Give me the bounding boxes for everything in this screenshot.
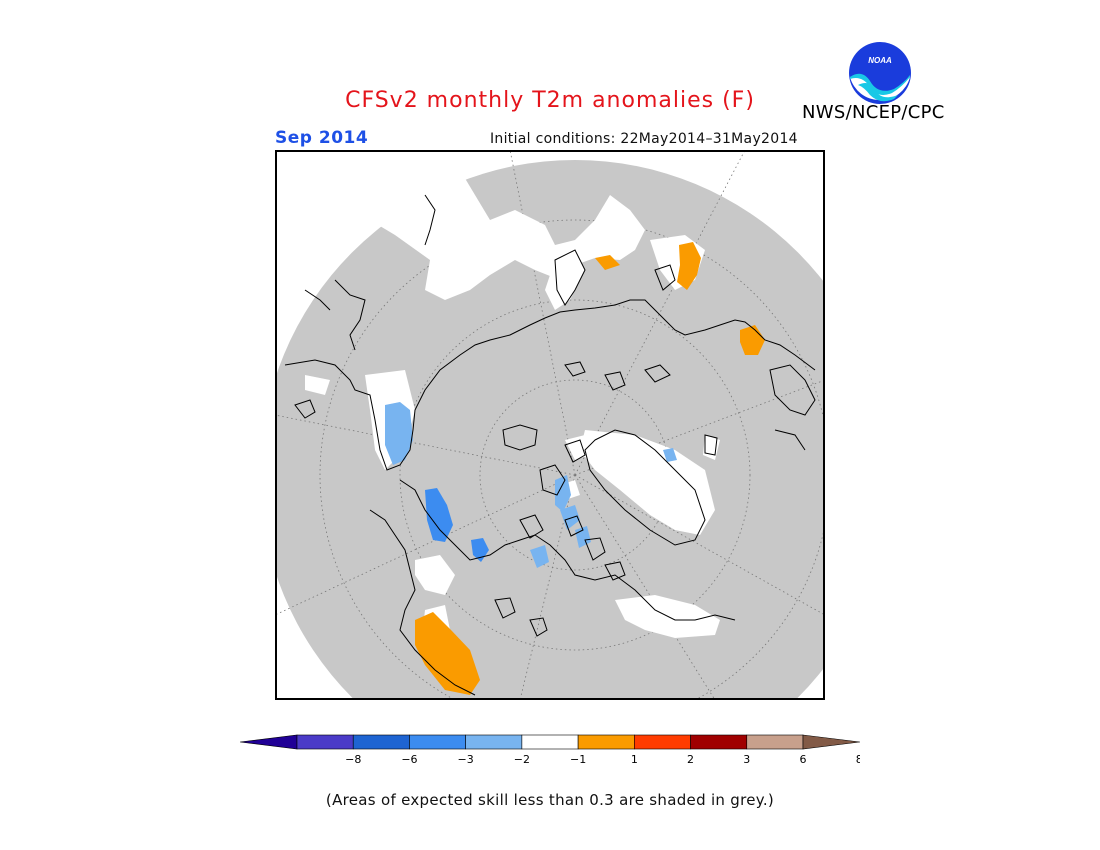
colorbar-cell xyxy=(465,734,523,750)
noaa-logo-text: NOAA xyxy=(868,56,892,65)
colorbar-tick-label: 1 xyxy=(631,753,638,766)
noaa-logo: NOAA xyxy=(849,42,911,104)
colorbar-cell xyxy=(746,734,804,750)
warm-anomaly-areas xyxy=(415,242,765,695)
colorbar-tick-label: −3 xyxy=(458,753,474,766)
colorbar-tick-label: −8 xyxy=(345,753,361,766)
colorbar: −8 −6 −3 −2 −1 1 2 3 6 8 xyxy=(240,734,860,766)
valid-month-label: Sep 2014 xyxy=(275,128,369,148)
colorbar-tick-label: −2 xyxy=(514,753,530,766)
agency-label: NWS/NCEP/CPC xyxy=(802,102,945,123)
coastlines xyxy=(284,194,816,696)
colorbar-tick-label: 2 xyxy=(687,753,694,766)
skill-footnote: (Areas of expected skill less than 0.3 a… xyxy=(325,791,775,809)
colorbar-tick-label: 8 xyxy=(856,753,860,766)
colorbar-cell xyxy=(690,734,748,750)
colorbar-cell xyxy=(521,734,579,750)
colorbar-tick-label: −1 xyxy=(570,753,586,766)
colorbar-cell xyxy=(634,734,691,750)
colorbar-arrow-high xyxy=(802,734,860,750)
colorbar-arrow-low xyxy=(240,734,298,750)
colorbar-cell xyxy=(352,734,410,750)
colorbar-cell xyxy=(577,734,635,750)
colorbar-cell xyxy=(296,734,354,750)
chart-title: CFSv2 monthly T2m anomalies (F) xyxy=(345,88,755,113)
colorbar-tick-label: −6 xyxy=(401,753,417,766)
cold-anomaly-areas xyxy=(385,402,677,568)
colorbar-tick-label: 6 xyxy=(800,753,807,766)
initial-conditions-label: Initial conditions: 22May2014–31May2014 xyxy=(490,131,798,147)
polar-map xyxy=(275,150,825,700)
colorbar-cell xyxy=(409,734,466,750)
projection-disk xyxy=(275,160,825,700)
map-frame xyxy=(275,150,825,700)
colorbar-tick-label: 3 xyxy=(743,753,750,766)
